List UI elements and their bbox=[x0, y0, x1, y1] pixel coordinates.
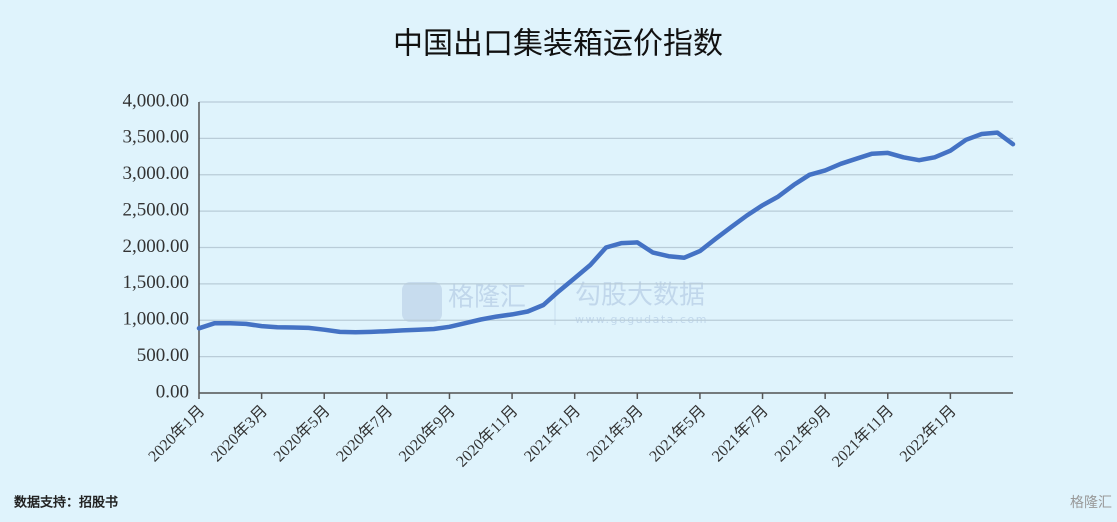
y-tick-label: 1,000.00 bbox=[123, 309, 190, 330]
source-note: 数据支持：招股书 bbox=[14, 495, 118, 511]
y-tick-label: 3,000.00 bbox=[123, 163, 190, 184]
y-tick-label: 3,500.00 bbox=[123, 127, 190, 148]
y-tick-label: 4,000.00 bbox=[123, 90, 190, 111]
watermark: 格隆汇 勾股大数据 www.gogudata.com bbox=[402, 280, 708, 326]
watermark-logo bbox=[402, 282, 442, 322]
watermark-brand: 格隆汇 bbox=[448, 283, 526, 313]
chart-title: 中国出口集装箱运价指数 bbox=[393, 27, 723, 62]
corner-logo: 格隆汇 bbox=[1070, 495, 1112, 511]
watermark-product: 勾股大数据 bbox=[575, 281, 705, 311]
y-tick-label: 2,000.00 bbox=[123, 236, 190, 257]
y-tick-label: 0.00 bbox=[156, 381, 189, 402]
y-tick-label: 1,500.00 bbox=[123, 272, 190, 293]
y-tick-label: 2,500.00 bbox=[123, 199, 190, 220]
series-line bbox=[196, 130, 1016, 335]
watermark-url: www.gogudata.com bbox=[575, 313, 708, 326]
y-tick-label: 500.00 bbox=[137, 345, 189, 366]
